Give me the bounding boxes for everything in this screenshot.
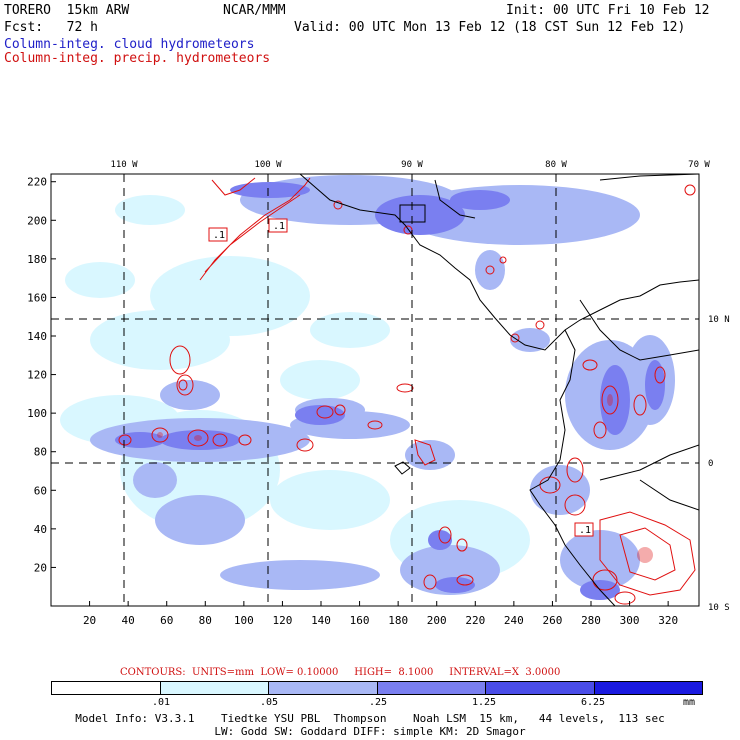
field-precip-label: Column-integ. precip. hydrometeors [4,51,271,66]
legend-swatch [377,682,486,694]
x-tick-label: 200 [427,614,447,627]
graticule [51,174,699,606]
coastlines [299,174,699,606]
x-tick-label: 320 [658,614,678,627]
model-title: TORERO 15km ARW [4,3,130,18]
y-tick-label: 160 [27,291,47,304]
legend-swatch [594,682,702,694]
legend-tick: 1.25 [472,697,497,708]
legend-contours-text: CONTOURS: UNITS=mm LOW= 0.10000 HIGH= 8.… [120,667,561,678]
color-legend [51,681,703,695]
lon-label: 110 W [110,160,138,170]
precip-contours [118,177,696,605]
legend-tick: .01 [152,697,171,708]
y-tick-label: 220 [27,176,47,189]
y-tick-label: 80 [34,446,47,459]
y-tick-label: 120 [27,369,47,382]
contour-label: .1 [579,525,591,536]
y-tick-label: 60 [34,484,47,497]
legend-tick: .25 [369,697,388,708]
contour-label-boxes [208,218,594,537]
legend-swatch [160,682,269,694]
x-tick-label: 40 [122,614,135,627]
lon-label: 100 W [254,160,282,170]
y-tick-label: 40 [34,523,47,536]
valid-time: Valid: 00 UTC Mon 13 Feb 12 (18 CST Sun … [294,20,686,35]
contour-label: .1 [213,230,225,241]
x-tick-label: 120 [272,614,292,627]
x-tick-label: 280 [581,614,601,627]
forecast-hour: Fcst: 72 h [4,20,98,35]
legend-tick: .05 [260,697,279,708]
x-tick-label: 60 [160,614,173,627]
y-tick-label: 100 [27,407,47,420]
precip-cores [157,394,653,563]
x-tick-label: 300 [620,614,640,627]
y-tick-label: 200 [27,214,47,227]
legend-tick: 6.25 [581,697,606,708]
x-tick-label: 220 [465,614,485,627]
field-cloud-label: Column-integ. cloud hydrometeors [4,37,255,52]
x-tick-label: 180 [388,614,408,627]
lat-label: 10 N [708,315,730,325]
lon-label: 70 W [688,160,710,170]
legend-swatch [486,682,595,694]
model-info-line1: Model Info: V3.3.1 Tiedtke YSU PBL Thomp… [75,712,665,725]
y-tick-label: 20 [34,561,47,574]
y-tick-label: 180 [27,253,47,266]
x-tick-label: 240 [504,614,524,627]
y-tick-label: 140 [27,330,47,343]
x-tick-label: 140 [311,614,331,627]
x-tick-label: 260 [542,614,562,627]
x-tick-label: 80 [199,614,212,627]
lon-label: 90 W [401,160,423,170]
map-frame [50,173,700,607]
contour-label: .1 [273,221,285,232]
lat-label: 0 [708,459,713,469]
cloud-light-fill [60,195,530,580]
legend-units: mm [683,697,696,708]
x-tick-label: 100 [234,614,254,627]
legend-swatch [269,682,378,694]
lon-label: 80 W [545,160,567,170]
legend-swatch [52,682,161,694]
model-info-line2: LW: Godd SW: Goddard DIFF: simple KM: 2D… [214,725,526,738]
center-name: NCAR/MMM [223,3,286,18]
init-time: Init: 00 UTC Fri 10 Feb 12 [506,3,710,18]
x-tick-label: 160 [350,614,370,627]
lat-label: 10 S [708,603,730,613]
x-tick-label: 20 [83,614,96,627]
